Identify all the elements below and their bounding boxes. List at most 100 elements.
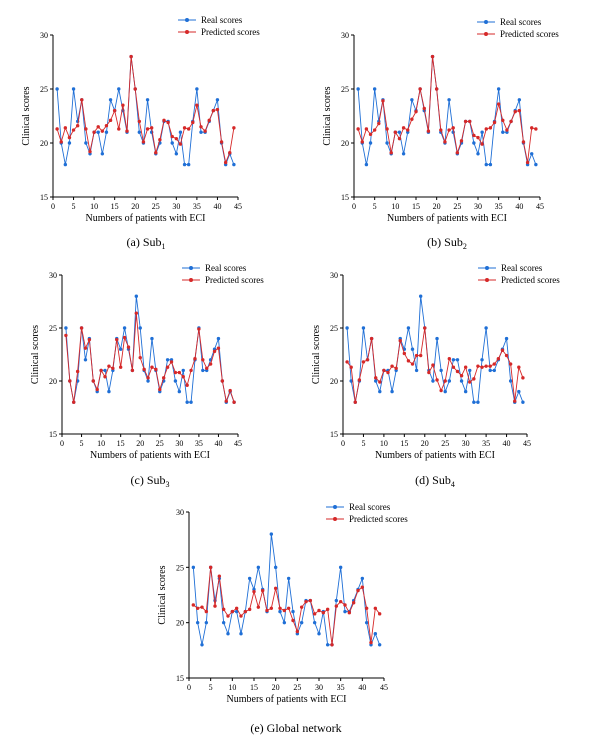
data-point-predicted: [72, 400, 76, 404]
data-point-predicted: [299, 605, 304, 609]
data-point-predicted: [390, 364, 394, 368]
data-point-predicted: [228, 388, 232, 393]
data-point-predicted: [165, 365, 170, 369]
x-tick-label: 35: [337, 683, 345, 692]
data-point-real: [150, 336, 154, 341]
panel-caption: (e) Global network: [250, 721, 341, 735]
data-point-predicted: [312, 612, 317, 616]
data-point-real: [195, 620, 200, 625]
x-tick-label: 0: [187, 683, 191, 692]
data-point-real: [108, 98, 113, 102]
x-tick-label: 45: [523, 439, 531, 448]
data-point-predicted: [382, 368, 386, 373]
data-point-predicted: [219, 140, 224, 144]
data-point-predicted: [83, 346, 88, 350]
data-point-predicted: [304, 599, 308, 604]
data-point-predicted: [378, 380, 382, 384]
data-point-real: [472, 141, 476, 145]
data-point-predicted: [517, 365, 521, 369]
x-tick-label: 5: [361, 439, 365, 448]
data-point-predicted: [374, 376, 378, 380]
data-point-real: [191, 565, 196, 570]
data-point-predicted: [161, 376, 166, 380]
data-point-predicted: [480, 142, 484, 146]
data-point-predicted: [226, 614, 230, 618]
data-point-predicted: [205, 366, 209, 370]
data-point-real: [173, 379, 178, 383]
legend-swatch-marker: [485, 266, 489, 270]
y-tick-label: 30: [40, 31, 48, 40]
y-tick-label: 15: [40, 193, 48, 202]
legend-swatch-marker: [185, 30, 189, 34]
data-point-predicted: [397, 136, 402, 141]
data-point-predicted: [133, 87, 137, 91]
data-point-real: [178, 130, 183, 134]
legend-background: [474, 262, 582, 288]
data-point-predicted: [154, 367, 158, 372]
legend-label: Predicted scores: [349, 514, 408, 524]
data-point-predicted: [80, 98, 84, 102]
data-point-predicted: [356, 588, 360, 593]
y-axis-label: Clinical scores: [311, 325, 322, 384]
y-axis-label: Clinical scores: [322, 86, 333, 145]
legend-label: Real scores: [500, 17, 542, 27]
x-tick-label: 0: [60, 439, 64, 448]
y-tick-label: 20: [49, 377, 57, 386]
series-line-real: [65, 296, 235, 404]
data-point-predicted: [492, 120, 497, 125]
data-point-real: [504, 336, 509, 341]
x-tick-label: 0: [341, 439, 345, 448]
legend-background: [178, 262, 286, 288]
y-tick-label: 20: [176, 619, 184, 628]
x-tick-label: 0: [51, 202, 55, 211]
data-point-real: [195, 87, 199, 91]
data-point-predicted: [178, 142, 183, 146]
data-point-real: [186, 162, 191, 167]
panel-caption: (c) Sub3: [131, 473, 170, 489]
data-point-real: [71, 87, 76, 91]
data-point-real: [343, 609, 347, 614]
data-point-real: [435, 336, 439, 341]
data-point-real: [170, 141, 174, 145]
data-point-predicted: [334, 604, 339, 608]
data-point-predicted: [513, 109, 517, 114]
x-axis-label: Numbers of patients with ECI: [90, 450, 210, 461]
data-point-predicted: [508, 362, 513, 366]
data-point-real: [476, 400, 480, 404]
data-point-predicted: [207, 118, 211, 123]
x-tick-label: 20: [131, 202, 139, 211]
panel-caption: (a) Sub1: [127, 235, 166, 251]
data-point-predicted: [308, 598, 313, 603]
x-tick-label: 20: [433, 202, 441, 211]
data-point-predicted: [459, 139, 464, 143]
legend-swatch-marker: [485, 278, 489, 282]
data-point-predicted: [170, 134, 174, 139]
x-tick-label: 45: [380, 683, 388, 692]
data-point-predicted: [317, 608, 321, 613]
data-point-real: [273, 565, 278, 570]
y-tick-label: 20: [330, 377, 338, 386]
data-point-real: [282, 620, 287, 625]
data-point-predicted: [427, 370, 431, 375]
data-point-predicted: [345, 360, 349, 364]
data-point-real: [378, 389, 382, 394]
y-tick-label: 15: [176, 674, 184, 683]
x-tick-label: 40: [503, 439, 511, 448]
data-point-predicted: [435, 378, 439, 382]
data-point-predicted: [496, 357, 501, 361]
x-tick-label: 20: [421, 439, 429, 448]
data-point-predicted: [330, 643, 334, 647]
data-point-predicted: [394, 366, 398, 370]
x-tick-label: 35: [482, 439, 490, 448]
data-point-predicted: [351, 601, 356, 605]
x-axis-label: Numbers of patients with ECI: [86, 213, 206, 224]
data-point-predicted: [64, 333, 68, 338]
data-point-predicted: [84, 127, 88, 131]
data-point-real: [145, 98, 150, 102]
data-point-predicted: [488, 126, 493, 130]
data-point-real: [134, 294, 139, 298]
data-point-predicted: [243, 609, 248, 614]
data-point-real: [181, 368, 185, 373]
data-point-predicted: [177, 370, 182, 375]
y-tick-label: 25: [176, 563, 184, 572]
